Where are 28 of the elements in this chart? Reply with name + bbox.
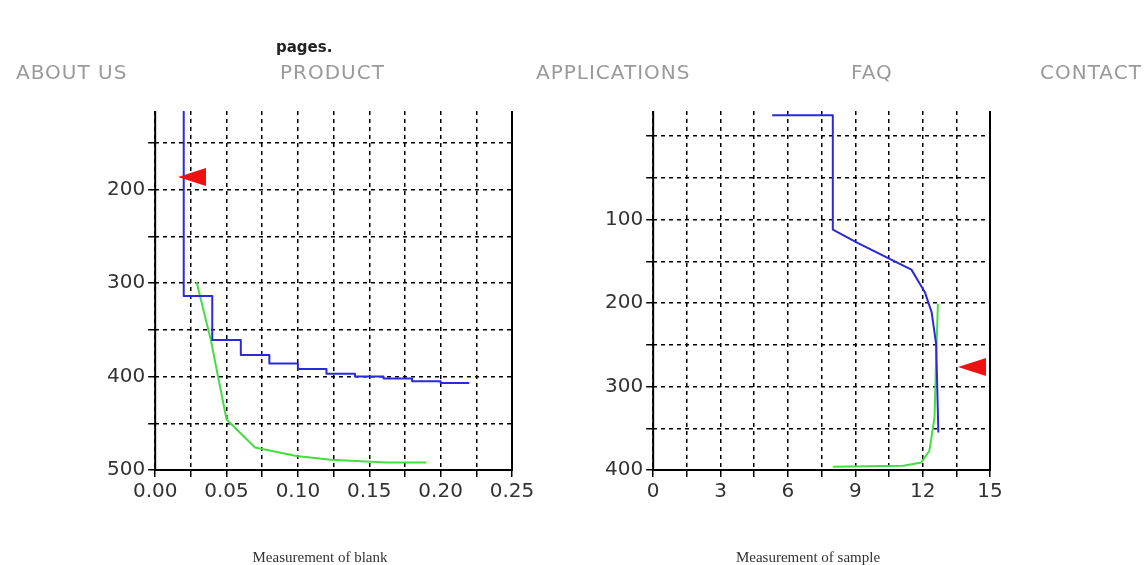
text: PRODUCT [280,60,385,84]
text: pages. [276,38,333,56]
y-tick-label: 300 [106,269,146,294]
x-tick-label: 0.25 [489,478,535,503]
text: CONTACT [1040,60,1142,84]
x-tick-label: 9 [848,478,862,503]
x-tick-label: 6 [781,478,795,503]
y-tick-label: 300 [604,372,644,397]
text: ABOUT US [16,60,128,84]
y-tick-label: 500 [106,456,146,481]
x-tick-label: 0.05 [204,478,249,503]
x-tick-label: 0.15 [347,478,392,503]
x-tick-label: 0 [646,478,660,503]
x-tick-label: 15 [977,478,1003,503]
x-tick-label: 0.00 [132,478,178,503]
y-tick-label: 400 [604,456,644,481]
text: Measurement of sample [734,549,882,565]
y-tick-label: 200 [604,289,644,314]
text: FAQ [851,60,893,84]
x-tick-label: 0.20 [418,478,463,503]
text: APPLICATIONS [536,60,691,84]
x-tick-label: 3 [714,478,727,503]
y-tick-label: 200 [106,175,146,200]
x-tick-label: 0.10 [275,478,321,503]
x-tick-label: 12 [909,478,936,503]
text: Measurement of blank [251,549,389,565]
y-tick-label: 100 [604,205,644,230]
y-tick-label: 400 [106,362,146,387]
